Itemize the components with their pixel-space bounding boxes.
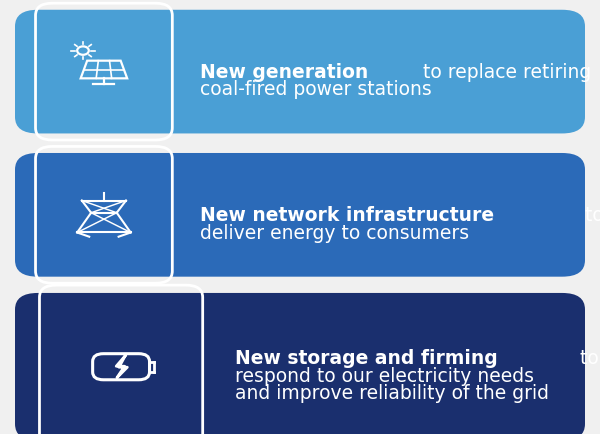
FancyBboxPatch shape <box>15 293 585 434</box>
FancyBboxPatch shape <box>15 153 585 277</box>
Text: New storage and firming: New storage and firming <box>235 349 498 368</box>
Text: coal-fired power stations: coal-fired power stations <box>200 80 431 99</box>
Text: New network infrastructure: New network infrastructure <box>200 206 494 225</box>
FancyBboxPatch shape <box>15 10 585 134</box>
Text: and improve reliability of the grid: and improve reliability of the grid <box>235 384 550 403</box>
Text: to better: to better <box>574 349 600 368</box>
Text: New generation: New generation <box>200 63 368 82</box>
Text: deliver energy to consumers: deliver energy to consumers <box>200 224 469 243</box>
Text: to: to <box>579 206 600 225</box>
Text: respond to our electricity needs: respond to our electricity needs <box>235 367 535 386</box>
Text: to replace retiring: to replace retiring <box>417 63 591 82</box>
